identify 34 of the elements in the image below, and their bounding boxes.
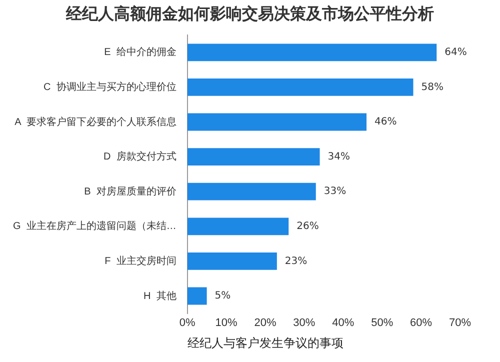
x-tick-label: 40% <box>332 317 354 330</box>
bar <box>187 113 367 131</box>
bar <box>187 218 289 236</box>
x-tick-label: 20% <box>254 317 276 330</box>
y-tick-label: C 协调业主与买方的心理价位 <box>44 80 176 93</box>
y-tick-label: D 房款交付方式 <box>104 150 176 163</box>
x-tick-label: 0% <box>179 317 196 330</box>
x-tick-label: 50% <box>371 317 394 330</box>
data-label: 58% <box>421 82 444 93</box>
data-label: 5% <box>214 290 231 302</box>
bar <box>187 44 437 62</box>
bar <box>187 252 277 270</box>
x-tick-label: 60% <box>410 317 432 330</box>
chart-title: 经纪人高额佣金如何影响交易决策及市场公平性分析 <box>64 4 435 25</box>
bar <box>187 182 316 200</box>
x-tick-label: 10% <box>215 317 238 330</box>
data-label: 23% <box>284 256 308 267</box>
bar <box>187 148 320 166</box>
y-tick-label: B 对房屋质量的评价 <box>84 185 176 198</box>
data-label: 26% <box>296 220 319 232</box>
data-label: 46% <box>374 116 397 128</box>
x-tick-label: 70% <box>448 317 472 330</box>
y-tick-label: F 业主交房时间 <box>104 254 176 267</box>
bar <box>187 78 414 96</box>
y-tick-label: H 其他 <box>144 290 176 302</box>
data-label: 33% <box>324 186 346 198</box>
data-label: 64% <box>444 46 467 58</box>
data-label: 34% <box>328 151 350 162</box>
y-tick-label: G 业主在房产上的遗留问题（未结… <box>12 220 176 232</box>
x-axis-title: 经纪人与客户发生争议的事项 <box>187 336 344 350</box>
bar <box>187 287 207 305</box>
y-tick-label: A 要求客户留下必要的个人联系信息 <box>14 116 176 128</box>
x-tick-label: 30% <box>293 317 316 330</box>
y-tick-label: E 给中介的佣金 <box>104 46 176 58</box>
